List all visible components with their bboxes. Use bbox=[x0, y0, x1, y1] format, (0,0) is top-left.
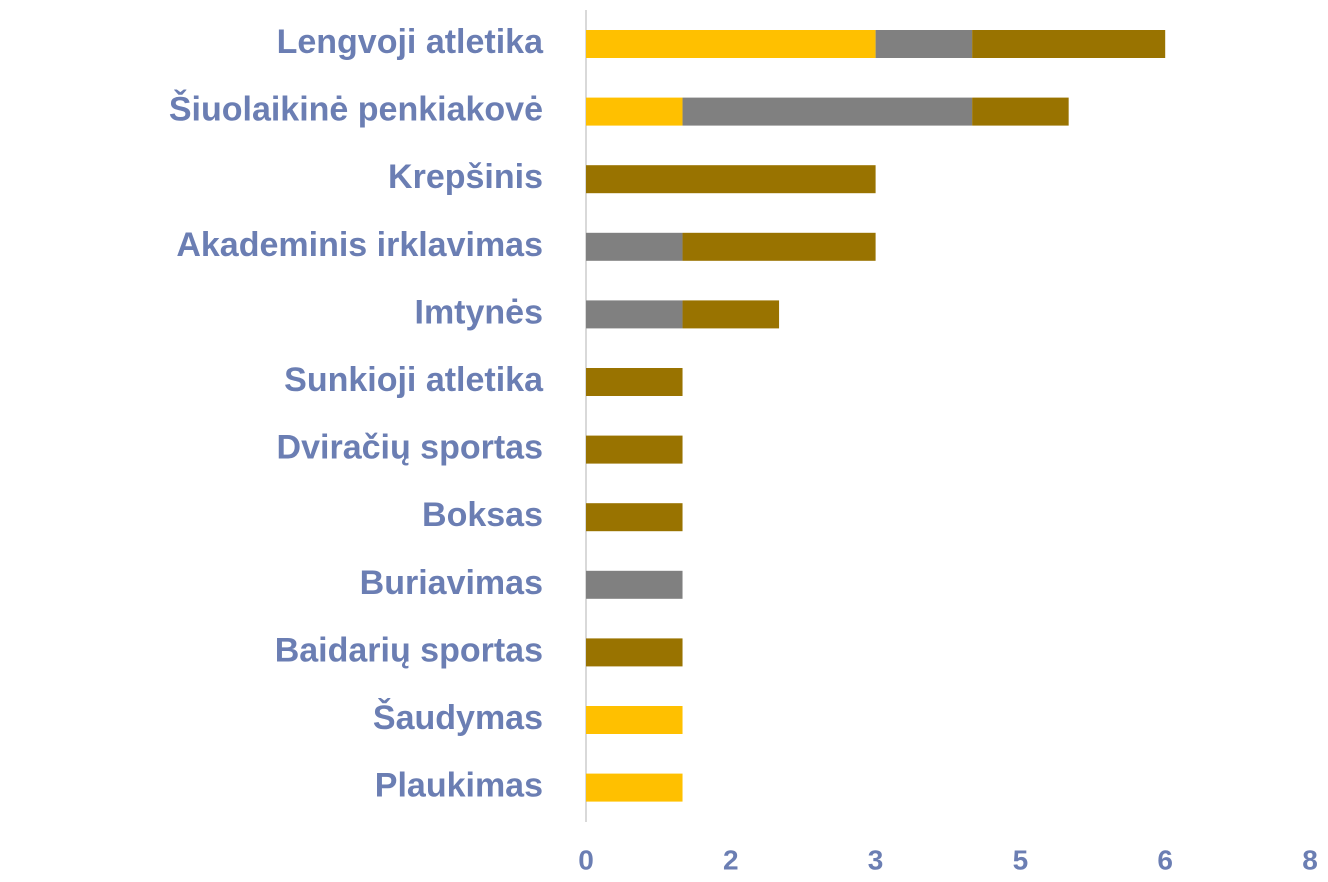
bar-segment bbox=[586, 503, 683, 532]
bar-segment bbox=[682, 300, 780, 329]
bar-segment bbox=[586, 300, 683, 329]
x-tick-label: 6 bbox=[1157, 844, 1173, 875]
bar-segment bbox=[586, 30, 876, 58]
bar-segment bbox=[586, 435, 683, 464]
category-label: Šiuolaikinė penkiakovė bbox=[169, 90, 543, 129]
x-tick-label: 2 bbox=[723, 844, 739, 875]
bar-segment bbox=[586, 773, 683, 802]
x-tick-label: 0 bbox=[578, 844, 594, 875]
bar-segment bbox=[972, 97, 1069, 126]
bar-segment bbox=[972, 30, 1166, 58]
category-label: Sunkioji atletika bbox=[284, 361, 544, 399]
category-label: Imtynės bbox=[415, 293, 544, 331]
bar-segment bbox=[586, 570, 683, 599]
bar-segment bbox=[586, 165, 876, 194]
bar-segment bbox=[586, 97, 683, 126]
category-label: Akademinis irklavimas bbox=[176, 226, 543, 264]
category-label: Plaukimas bbox=[375, 767, 543, 805]
category-label: Boksas bbox=[422, 496, 543, 534]
category-label: Lengvoji atletika bbox=[277, 23, 544, 61]
bar-segment bbox=[586, 368, 683, 396]
bar-segment bbox=[586, 232, 683, 261]
category-label: Baidarių sportas bbox=[275, 631, 543, 669]
x-tick-label: 3 bbox=[868, 844, 884, 875]
x-tick-label: 5 bbox=[1013, 844, 1029, 875]
x-tick-label: 8 bbox=[1302, 844, 1318, 875]
bar-segment bbox=[682, 97, 973, 126]
bar-segment bbox=[586, 638, 683, 667]
category-label: Buriavimas bbox=[360, 564, 543, 602]
category-label: Dviračių sportas bbox=[277, 429, 543, 467]
category-label: Šaudymas bbox=[373, 698, 543, 737]
category-label: Krepšinis bbox=[388, 158, 543, 196]
bar-segment bbox=[875, 30, 973, 58]
bar-segment bbox=[682, 232, 876, 261]
bar-segment bbox=[586, 706, 683, 734]
